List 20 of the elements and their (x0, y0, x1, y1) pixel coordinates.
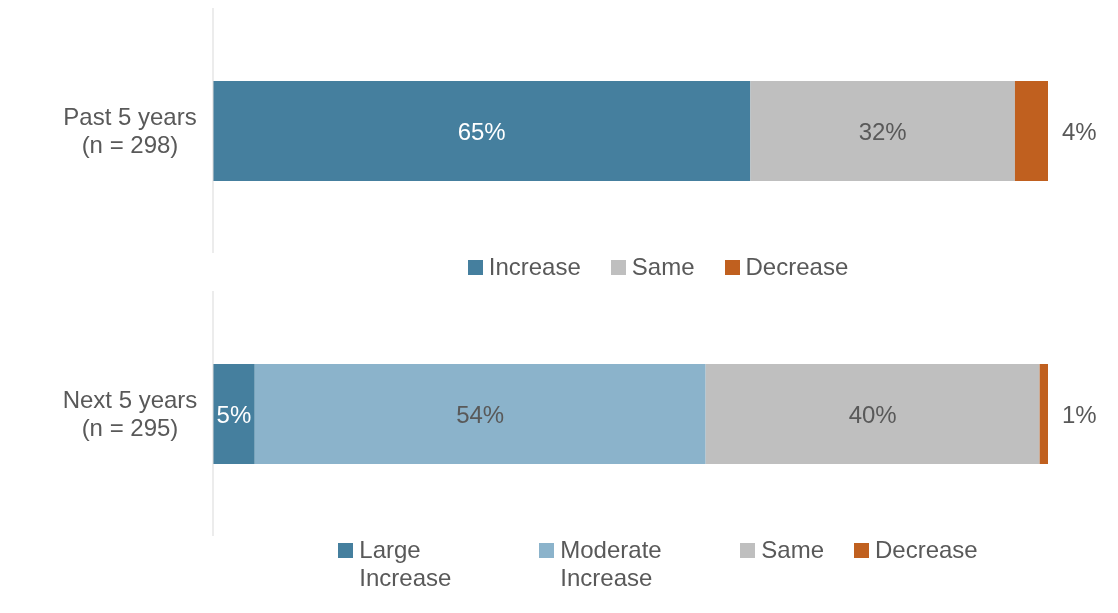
legend-label: Moderate Increase (560, 536, 663, 592)
legend-label: Same (631, 253, 695, 281)
bar (213, 364, 255, 464)
data-label: 65% (457, 117, 506, 145)
legend-label: Decrease (745, 253, 849, 281)
data-label: 54% (456, 400, 505, 428)
y-tick-label: Next 5 years (n = 295) (62, 385, 198, 441)
legend-label: Decrease (874, 536, 978, 564)
data-label: 5% (216, 400, 252, 428)
data-label: 4% (1062, 117, 1097, 145)
bar (1039, 364, 1048, 464)
data-label: 32% (858, 117, 907, 145)
y-tick-label: Past 5 years (n = 298) (63, 102, 197, 158)
data-label: 1% (1062, 400, 1097, 428)
data-label: 40% (848, 400, 897, 428)
bar (705, 364, 1040, 464)
bar (254, 364, 706, 464)
legend-label: Increase (488, 253, 581, 281)
legend-label: Same (761, 536, 824, 564)
legend-label: Large Increase (359, 536, 453, 592)
